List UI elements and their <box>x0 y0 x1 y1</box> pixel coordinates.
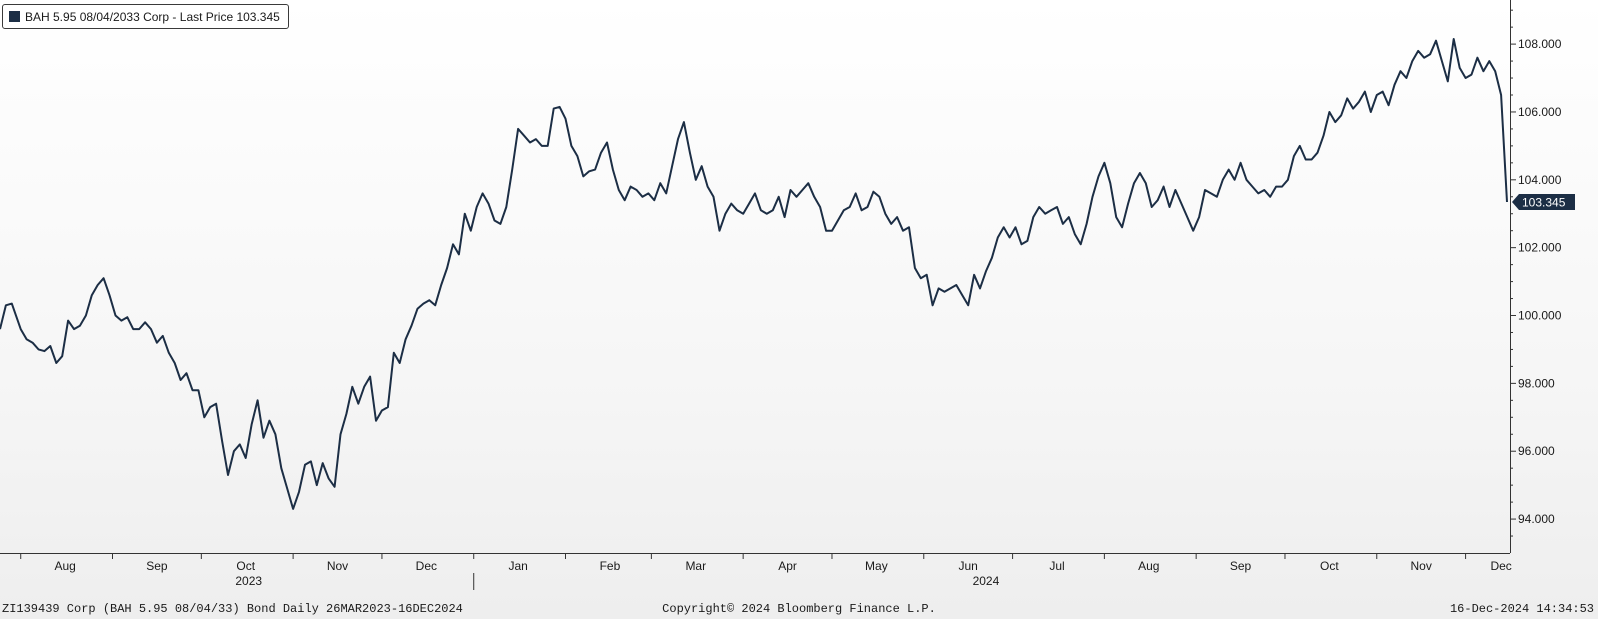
x-tick-label: Sep <box>1230 559 1252 573</box>
x-tick-label: Dec <box>1490 559 1511 573</box>
x-tick-label: Jul <box>1049 559 1064 573</box>
x-tick-label: Mar <box>685 559 706 573</box>
y-tick-label: 100.000 <box>1518 309 1562 323</box>
last-price-badge-shape <box>1512 194 1575 211</box>
series-line <box>0 38 1508 510</box>
last-price-label: 103.345 <box>1522 196 1566 210</box>
y-tick-label: 98.000 <box>1518 376 1555 390</box>
x-tick-label: Dec <box>416 559 437 573</box>
x-tick-label: Oct <box>1320 559 1339 573</box>
x-tick-label: May <box>865 559 888 573</box>
last-price-badge: 103.345 <box>1512 194 1575 211</box>
x-tick-label: Jan <box>508 559 527 573</box>
x-tick-label: Aug <box>54 559 75 573</box>
axes: 94.000 96.000 98.000 100.000 102.000 104.000 1… <box>0 0 1575 590</box>
y-tick-label: 102.000 <box>1518 241 1562 255</box>
footer-timestamp: 16-Dec-2024 14:34:53 <box>1449 602 1594 616</box>
x-tick-label: Aug <box>1138 559 1159 573</box>
x-tick-label: Jun <box>958 559 977 573</box>
series-legend[interactable]: BAH 5.95 08/04/2033 Corp - Last Price 10… <box>2 4 289 29</box>
x-tick-label: Nov <box>327 559 348 573</box>
legend-swatch <box>9 11 20 22</box>
y-tick-label: 106.000 <box>1518 105 1562 119</box>
x-tick-label: Feb <box>600 559 621 573</box>
x-tick-label: Nov <box>1411 559 1432 573</box>
x-tick-label: Apr <box>778 559 797 573</box>
x-year-label: 2024 <box>973 574 1000 588</box>
y-tick-label: 108.000 <box>1518 37 1562 51</box>
y-tick-label: 94.000 <box>1518 512 1555 526</box>
footer-security-info: ZI139439 Corp (BAH 5.95 08/04/33) Bond D… <box>2 602 463 616</box>
x-tick-label: Sep <box>146 559 168 573</box>
y-tick-label: 96.000 <box>1518 444 1555 458</box>
plot-area <box>0 38 1508 510</box>
x-year-label: 2023 <box>235 574 262 588</box>
x-tick-label: Oct <box>236 559 255 573</box>
legend-label: BAH 5.95 08/04/2033 Corp - Last Price 10… <box>25 9 280 24</box>
y-tick-label: 104.000 <box>1518 173 1562 187</box>
